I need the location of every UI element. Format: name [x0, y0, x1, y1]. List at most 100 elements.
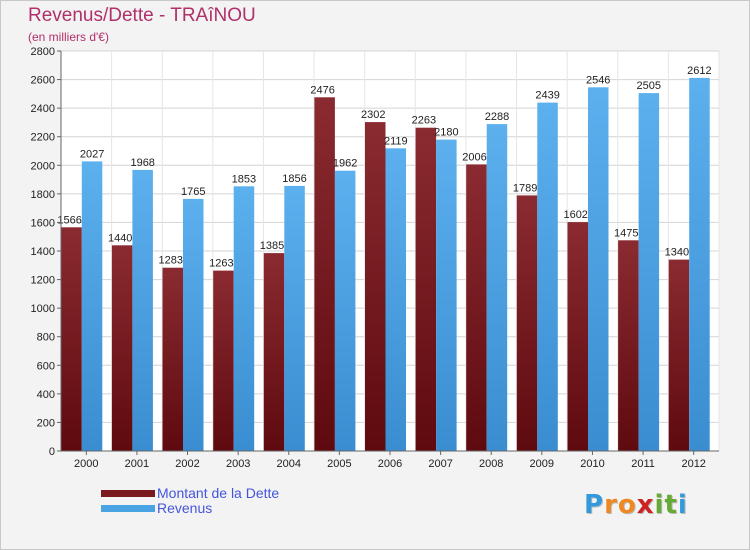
x-tick-label: 2009 [530, 458, 554, 470]
bar-revenus [588, 87, 609, 452]
value-label-dette: 2302 [361, 109, 385, 121]
value-label-dette: 1283 [159, 255, 183, 267]
bars [61, 77, 710, 452]
bar-revenus [436, 139, 457, 451]
logo-letter: P [584, 490, 605, 520]
chart-subtitle: (en milliers d'€) [28, 30, 109, 44]
bar-revenus [284, 185, 305, 451]
logo-letter: x [636, 490, 655, 520]
bar-dette [365, 122, 386, 451]
value-label-dette: 1566 [57, 214, 81, 226]
value-label-revenus: 2612 [687, 65, 711, 77]
legend-label-revenus: Revenus [157, 500, 213, 516]
bar-revenus [537, 102, 558, 451]
x-tick-label: 2003 [226, 458, 250, 470]
value-label-dette: 1475 [614, 227, 638, 239]
value-label-revenus: 1968 [130, 157, 154, 169]
y-tick-label: 200 [37, 417, 55, 429]
logo-letter: o [617, 490, 637, 520]
y-tick-label: 800 [37, 332, 55, 344]
x-tick-label: 2011 [631, 458, 655, 470]
value-label-revenus: 2288 [485, 111, 509, 123]
logo-letter: t [664, 490, 678, 520]
y-tick-label: 400 [37, 389, 55, 401]
x-tick-label: 2005 [327, 458, 351, 470]
value-label-revenus: 1765 [181, 186, 205, 198]
value-label-revenus: 2546 [586, 74, 610, 86]
x-tick-label: 2007 [428, 458, 452, 470]
value-label-revenus: 1856 [282, 173, 306, 185]
bar-dette [618, 240, 639, 451]
bar-revenus [183, 198, 204, 451]
y-tick-label: 2400 [31, 103, 55, 115]
y-tick-label: 1200 [31, 275, 55, 287]
legend-swatch-dette [101, 490, 155, 497]
x-tick-label: 2001 [125, 458, 149, 470]
logo-letter: i [654, 490, 665, 520]
x-tick-label: 2004 [277, 458, 301, 470]
x-tick-label: 2002 [175, 458, 199, 470]
y-tick-label: 600 [37, 360, 55, 372]
bar-revenus [132, 169, 153, 451]
bar-revenus [385, 148, 406, 452]
bar-dette [61, 227, 82, 451]
value-label-revenus: 2180 [434, 127, 458, 139]
value-label-dette: 1263 [209, 258, 233, 270]
y-tick-label: 2800 [31, 46, 55, 58]
bar-revenus [334, 170, 356, 451]
x-tick-label: 2012 [681, 458, 705, 470]
value-label-revenus: 2505 [637, 80, 661, 92]
y-tick-label: 1400 [31, 246, 55, 258]
bar-dette [263, 253, 285, 451]
y-tick-label: 2600 [31, 75, 55, 87]
y-tick-label: 1000 [31, 303, 55, 315]
value-label-revenus: 1962 [333, 158, 357, 170]
value-label-dette: 2263 [412, 115, 436, 127]
x-tick-label: 2008 [479, 458, 503, 470]
bar-revenus [81, 161, 103, 451]
bar-revenus [689, 77, 710, 452]
bar-dette [668, 259, 690, 451]
value-label-dette: 2006 [462, 151, 486, 163]
x-axis-ticks: 2000 2001 2002 2003 2004 2005 2006 2007 2008 2009… [74, 458, 706, 470]
bar-dette [162, 267, 183, 451]
proxiti-logo: Proxiti [584, 490, 688, 520]
value-label-revenus: 1853 [232, 173, 256, 185]
bar-dette [466, 164, 487, 451]
y-axis-ticks: 0 200 400 600 800 1000 1200 1400 1600 1800 2000 220… [31, 46, 55, 458]
y-tick-label: 1600 [31, 217, 55, 229]
x-tick-label: 2010 [580, 458, 604, 470]
bar-dette [516, 195, 538, 451]
value-label-revenus: 2027 [80, 148, 104, 160]
y-tick-label: 0 [49, 446, 55, 458]
bar-revenus [233, 186, 255, 452]
value-labels: 1566 2027 1440 1968 1283 1765 1263 1853 1385 1856… [57, 65, 711, 270]
bar-dette [415, 127, 437, 451]
value-label-revenus: 2439 [535, 90, 559, 102]
bar-revenus [486, 124, 508, 451]
bar-revenus [638, 93, 660, 451]
x-tick-label: 2000 [74, 458, 98, 470]
bar-dette [314, 97, 335, 452]
bar-dette [567, 222, 588, 451]
x-tick-label: 2006 [378, 458, 402, 470]
legend-swatch-revenus [101, 505, 155, 512]
bar-dette [213, 270, 234, 451]
value-label-dette: 1602 [563, 209, 587, 221]
value-label-dette: 1789 [513, 182, 537, 194]
value-label-dette: 1385 [260, 240, 284, 252]
bar-chart: 0 200 400 600 800 1000 1200 1400 1600 1800 2000 220… [31, 46, 720, 470]
value-label-dette: 1440 [108, 232, 132, 244]
chart-title: Revenus/Dette - TRAîNOU [28, 5, 256, 26]
y-tick-label: 2200 [31, 132, 55, 144]
value-label-revenus: 2119 [384, 135, 408, 147]
axes [57, 50, 719, 455]
y-tick-label: 2000 [31, 160, 55, 172]
bar-dette [111, 245, 133, 451]
logo-letter: r [604, 490, 618, 520]
value-label-dette: 1340 [665, 247, 689, 259]
y-tick-label: 1800 [31, 189, 55, 201]
logo-letter: i [677, 490, 688, 520]
legend-label-dette: Montant de la Dette [157, 485, 280, 501]
